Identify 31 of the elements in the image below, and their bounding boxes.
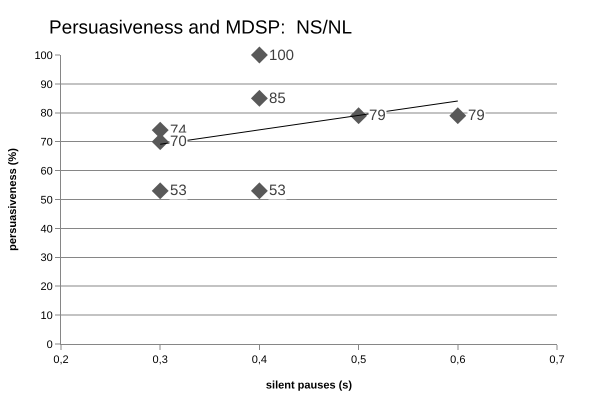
y-tick-label: 80 — [40, 108, 53, 120]
x-tick-label: 0,7 — [549, 354, 565, 366]
x-tick-label: 0,4 — [252, 354, 268, 366]
y-tick-label: 40 — [40, 223, 53, 236]
point — [250, 46, 268, 64]
point — [250, 90, 268, 107]
chart-title: Persuasiveness and MDSP: NS/NL — [48, 17, 352, 38]
point — [250, 182, 268, 200]
y-tick-label: 20 — [40, 281, 53, 294]
data-label: 53 — [170, 182, 187, 199]
y-tick-label: 60 — [40, 165, 53, 178]
x-tick-label: 0,5 — [350, 354, 366, 366]
x-axis-title: silent pauses (s) — [266, 379, 352, 392]
x-tick-label: 0,6 — [450, 354, 466, 366]
x-tick-label: 0,2 — [53, 354, 69, 366]
y-tick-label: 50 — [40, 194, 53, 206]
y-tick-label: 10 — [40, 310, 53, 322]
y-tick-label: 30 — [40, 252, 53, 264]
data-label: 85 — [269, 90, 286, 107]
point — [449, 107, 466, 124]
x-tick-label: 0,3 — [152, 354, 168, 366]
data-label: 79 — [369, 107, 386, 124]
y-tick-label: 90 — [40, 78, 53, 91]
data-label: 79 — [468, 107, 485, 124]
data-label: 100 — [269, 47, 294, 64]
y-axis-title: persuasiveness (%) — [7, 148, 20, 251]
point — [152, 182, 169, 200]
data-label: 53 — [269, 182, 286, 199]
y-tick-label: 100 — [34, 50, 53, 62]
y-tick-label: 0 — [46, 338, 53, 351]
y-tick-label: 70 — [40, 136, 53, 149]
